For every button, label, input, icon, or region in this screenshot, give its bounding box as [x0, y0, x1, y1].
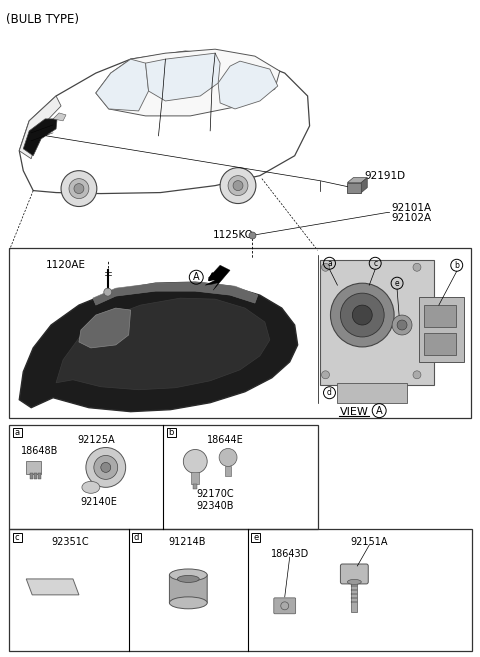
Bar	[9, 529, 472, 650]
Text: A: A	[193, 272, 200, 283]
Bar	[225, 466, 231, 476]
Ellipse shape	[178, 576, 199, 582]
Polygon shape	[96, 59, 148, 111]
Polygon shape	[19, 96, 61, 159]
Circle shape	[183, 449, 207, 474]
Circle shape	[352, 305, 372, 325]
Circle shape	[413, 371, 421, 379]
Text: (BULB TYPE): (BULB TYPE)	[6, 13, 79, 26]
Bar	[167, 428, 176, 437]
Bar	[132, 533, 141, 541]
Circle shape	[74, 183, 84, 194]
Text: d: d	[134, 533, 139, 541]
Text: 91214B: 91214B	[168, 537, 206, 547]
Polygon shape	[19, 283, 298, 412]
Polygon shape	[53, 113, 66, 121]
Text: a: a	[327, 259, 332, 268]
Circle shape	[322, 371, 329, 379]
Circle shape	[228, 175, 248, 196]
Text: e: e	[253, 533, 259, 541]
Text: 1125KO: 1125KO	[213, 231, 254, 240]
Polygon shape	[19, 51, 310, 194]
Text: A: A	[376, 405, 383, 416]
Bar	[351, 582, 357, 612]
Ellipse shape	[169, 597, 207, 609]
Polygon shape	[348, 183, 361, 193]
Polygon shape	[26, 579, 79, 595]
Circle shape	[340, 293, 384, 337]
Circle shape	[330, 283, 394, 347]
Bar	[252, 533, 260, 541]
Polygon shape	[145, 53, 220, 101]
Circle shape	[397, 320, 407, 330]
Text: c: c	[373, 259, 377, 268]
FancyBboxPatch shape	[340, 564, 368, 584]
Polygon shape	[79, 308, 131, 348]
Bar	[320, 260, 434, 385]
Text: 92140E: 92140E	[80, 497, 117, 507]
Bar	[192, 472, 199, 484]
Circle shape	[322, 263, 329, 271]
Bar	[193, 484, 197, 489]
Polygon shape	[361, 177, 367, 193]
Bar	[13, 533, 22, 541]
Bar	[424, 305, 456, 327]
Text: b: b	[454, 261, 459, 270]
Bar	[9, 424, 318, 529]
Text: 1120AE: 1120AE	[46, 260, 86, 270]
FancyBboxPatch shape	[274, 598, 296, 614]
Ellipse shape	[348, 579, 361, 585]
Text: 92125A: 92125A	[77, 434, 115, 445]
Circle shape	[94, 455, 118, 480]
Text: 18644E: 18644E	[207, 434, 243, 445]
Text: VIEW: VIEW	[339, 407, 368, 417]
Bar	[30, 474, 33, 480]
Circle shape	[220, 168, 256, 204]
Circle shape	[101, 463, 111, 472]
Text: d: d	[327, 388, 332, 397]
Polygon shape	[205, 265, 230, 290]
Polygon shape	[23, 119, 57, 156]
Text: 92151A: 92151A	[350, 537, 388, 547]
Bar	[38, 474, 41, 480]
Bar	[424, 333, 456, 355]
Polygon shape	[56, 298, 270, 390]
Bar	[9, 248, 471, 418]
Text: 92101A: 92101A	[391, 202, 431, 212]
Ellipse shape	[82, 482, 100, 493]
Circle shape	[219, 449, 237, 466]
Circle shape	[413, 263, 421, 271]
Circle shape	[392, 315, 412, 335]
Text: 92340B: 92340B	[196, 501, 234, 511]
Text: c: c	[15, 533, 20, 541]
Polygon shape	[93, 283, 258, 305]
Bar	[419, 297, 464, 362]
Polygon shape	[96, 49, 280, 116]
Text: e: e	[395, 279, 399, 288]
Bar	[337, 383, 407, 403]
Text: b: b	[168, 428, 174, 437]
Polygon shape	[218, 61, 278, 109]
Text: a: a	[15, 428, 20, 437]
Text: 92170C: 92170C	[196, 489, 234, 499]
Circle shape	[104, 288, 112, 296]
Circle shape	[86, 447, 126, 487]
Text: 18648B: 18648B	[21, 447, 58, 457]
Circle shape	[69, 179, 89, 198]
Text: 92102A: 92102A	[391, 214, 431, 223]
Polygon shape	[348, 177, 367, 183]
Text: 18643D: 18643D	[271, 549, 309, 559]
Polygon shape	[26, 461, 41, 474]
Bar	[13, 428, 22, 437]
FancyBboxPatch shape	[169, 575, 207, 603]
Text: 92351C: 92351C	[51, 537, 89, 547]
Circle shape	[233, 181, 243, 191]
Circle shape	[61, 171, 97, 206]
Text: 92191D: 92191D	[364, 171, 406, 181]
Bar	[34, 474, 36, 480]
Ellipse shape	[169, 569, 207, 581]
